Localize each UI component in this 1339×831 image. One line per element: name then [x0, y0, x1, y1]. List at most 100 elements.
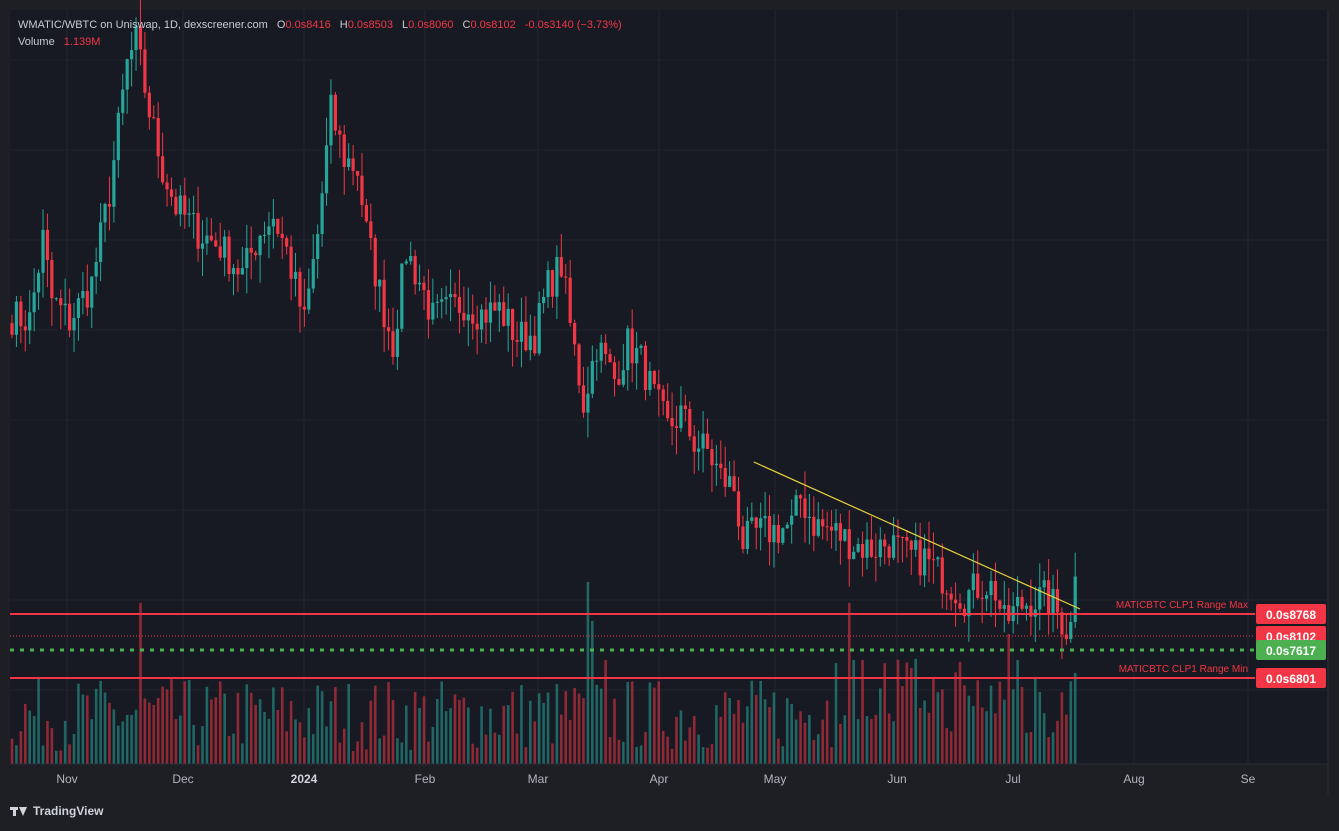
volume-bar — [887, 713, 891, 764]
volume-bar — [418, 707, 421, 764]
volume-bar — [591, 621, 594, 764]
candle-body — [444, 297, 448, 300]
candle-body — [262, 234, 267, 236]
volume-bar — [466, 707, 470, 764]
candle-body — [891, 535, 896, 558]
volume-bar — [537, 693, 541, 764]
candle-body — [10, 323, 14, 335]
volume-bar — [688, 727, 692, 764]
volume-bar — [148, 702, 151, 764]
candle-body — [781, 528, 785, 543]
candle-body — [218, 246, 222, 258]
volume-bar — [201, 726, 204, 764]
volume-bar — [684, 740, 687, 764]
volume-bar — [103, 692, 107, 764]
volume-bar — [936, 692, 940, 764]
candle-body — [36, 272, 41, 293]
volume-bar — [985, 711, 988, 764]
tradingview-attribution[interactable]: TradingView — [10, 804, 103, 818]
volume-bar — [223, 693, 226, 764]
candle-body — [750, 517, 754, 521]
candle-body — [355, 171, 360, 176]
volume-bar — [648, 682, 652, 764]
volume-bar — [431, 726, 435, 764]
volume-bar — [365, 749, 368, 764]
volume-bar — [785, 698, 789, 764]
volume-bar — [675, 716, 678, 764]
volume-bar — [369, 700, 373, 764]
candle-body — [147, 92, 151, 118]
volume-bar — [653, 687, 656, 764]
volume-bar — [471, 743, 475, 764]
candle-body — [719, 463, 723, 469]
candle-body — [962, 608, 967, 617]
candle-body — [812, 516, 816, 536]
volume-bar — [839, 723, 842, 764]
volume-bar — [444, 711, 448, 764]
volume-bar — [342, 728, 346, 764]
candle-body — [510, 308, 515, 340]
volume-bar — [980, 707, 984, 764]
volume-bar — [272, 687, 275, 764]
volume-bar — [1051, 732, 1055, 764]
candle-body — [949, 593, 953, 600]
price-label-box — [1256, 604, 1326, 624]
candle-body — [829, 526, 834, 531]
volume-bar — [524, 747, 528, 764]
candle-body — [448, 293, 453, 298]
volume-bar — [967, 695, 971, 764]
time-axis[interactable]: Nov Dec 2024 Feb Mar Apr May Jun Jul Aug Se — [56, 772, 1255, 786]
candle-body — [1051, 589, 1055, 615]
volume-bar — [249, 692, 253, 764]
candle-body — [599, 342, 603, 361]
candle-body — [546, 270, 550, 298]
candle-body — [666, 400, 670, 419]
x-tick-label: Feb — [415, 772, 436, 786]
volume-bar — [856, 719, 860, 764]
candle-body — [1020, 597, 1024, 609]
volume-bar — [568, 720, 572, 764]
volume-bar — [542, 702, 545, 764]
volume-bar — [1069, 681, 1073, 764]
plot-area — [10, 10, 1328, 764]
candle-body — [311, 259, 315, 289]
candle-body — [183, 195, 187, 215]
volume-bar — [551, 743, 554, 764]
candle-body — [391, 331, 395, 357]
volume-bar — [298, 722, 302, 764]
volume-bar — [382, 735, 386, 764]
candle-body — [980, 597, 984, 599]
volume-bar — [187, 680, 191, 764]
candle-body — [431, 302, 435, 320]
candle-body — [590, 361, 594, 394]
candle-body — [1073, 576, 1077, 623]
volume-bar — [303, 737, 306, 764]
volume-bar — [458, 699, 461, 764]
volume-bar — [396, 738, 399, 764]
grid-lines — [10, 10, 1328, 764]
volume-bar — [320, 691, 324, 764]
candle-body — [240, 268, 244, 275]
volume-bar — [77, 683, 80, 764]
volume-bar — [23, 703, 27, 764]
volume-bar — [754, 694, 758, 764]
candle-body — [41, 229, 45, 273]
change-value: -0.0s3140 (−3.73%) — [524, 19, 622, 31]
candle-body — [564, 276, 568, 278]
trendline[interactable] — [753, 461, 1081, 610]
x-tick-label: Dec — [172, 772, 193, 786]
volume-bar — [32, 716, 36, 764]
candle-body — [586, 393, 590, 413]
volume-bar — [143, 698, 147, 764]
candle-body — [209, 235, 213, 241]
ohlc-row: WMATIC/WBTC on Uniswap, 1D, dexscreener.… — [18, 17, 622, 34]
volume-bar — [165, 689, 169, 764]
candle-body — [1060, 612, 1064, 635]
x-tick-label: Nov — [56, 772, 77, 786]
volume-bar — [1029, 731, 1033, 764]
candle-body — [971, 573, 975, 591]
volume-bar — [360, 722, 364, 764]
candle-body — [285, 238, 289, 247]
volume-bar — [99, 680, 102, 764]
